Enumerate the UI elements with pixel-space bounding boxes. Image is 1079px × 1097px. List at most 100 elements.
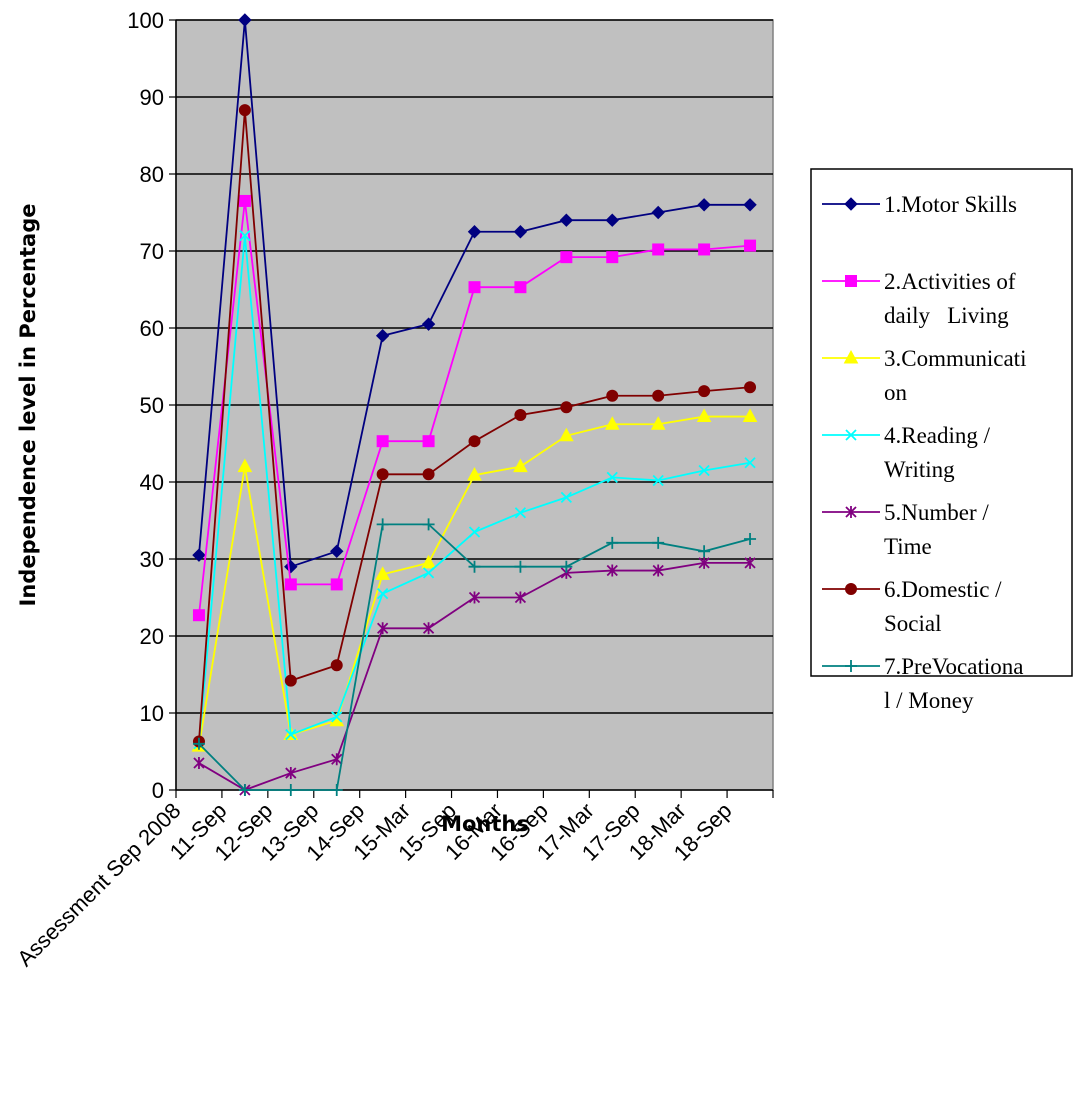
data-point xyxy=(514,591,527,604)
y-tick-label: 50 xyxy=(140,393,164,418)
data-point xyxy=(421,554,436,569)
data-point xyxy=(422,567,435,579)
data-point xyxy=(650,416,666,430)
data-point xyxy=(559,427,574,442)
data-point xyxy=(467,225,482,239)
y-axis-ticks: 0 10 20 30 40 50 60 70 80 90 100 xyxy=(127,8,176,803)
series-7 xyxy=(192,518,757,796)
data-point xyxy=(698,243,711,256)
legend-entry-7: 7.PreVocationa l / Money xyxy=(822,654,1023,713)
data-point xyxy=(606,471,618,484)
legend-entry-1: 1.Motor Skills xyxy=(822,192,1017,217)
legend-label: daily Living xyxy=(884,303,1009,328)
y-tick-label: 70 xyxy=(140,239,164,264)
data-point xyxy=(239,229,251,242)
data-point xyxy=(376,468,389,481)
data-point xyxy=(744,381,757,394)
legend-label: Writing xyxy=(884,457,955,482)
data-point xyxy=(422,622,435,635)
data-point xyxy=(192,548,206,562)
data-point xyxy=(698,464,710,477)
data-point xyxy=(652,243,665,256)
legend-label: 3.Communicati xyxy=(884,346,1026,371)
data-point xyxy=(422,468,435,481)
legend: 1.Motor Skills 2.Activities of daily Livin… xyxy=(810,168,1073,713)
data-point xyxy=(560,401,573,414)
data-point xyxy=(652,474,664,487)
data-point xyxy=(331,711,343,723)
y-tick-label: 30 xyxy=(140,547,164,572)
legend-entry-4: 4.Reading / Writing xyxy=(822,423,991,482)
data-point xyxy=(514,560,527,573)
legend-marker xyxy=(843,349,859,364)
data-point xyxy=(468,591,481,604)
data-point xyxy=(422,435,435,448)
data-point xyxy=(192,737,205,750)
data-point xyxy=(238,194,251,207)
data-point xyxy=(652,536,665,549)
x-axis-title: Months xyxy=(441,812,529,836)
data-point xyxy=(330,544,344,559)
series-3 xyxy=(191,408,758,752)
data-point xyxy=(606,389,619,402)
series-5 xyxy=(193,556,756,796)
data-point xyxy=(743,198,757,212)
legend-marker xyxy=(845,660,857,672)
legend-entry-2: 2.Activities of daily Living xyxy=(822,269,1016,328)
legend-entry-5: 5.Number / Time xyxy=(822,500,989,559)
legend-label: 7.PreVocationa xyxy=(884,654,1023,679)
data-point xyxy=(375,566,390,580)
data-point xyxy=(514,507,527,519)
data-point xyxy=(375,328,390,343)
data-point xyxy=(744,556,756,569)
series-6 xyxy=(192,104,757,748)
series-4 xyxy=(193,229,756,750)
data-point xyxy=(193,757,205,770)
y-tick-label: 40 xyxy=(140,470,164,495)
legend-entry-6: 6.Domestic / Social xyxy=(822,577,1002,636)
data-point xyxy=(698,556,710,569)
data-point xyxy=(744,532,757,545)
legend-label: Social xyxy=(884,611,942,636)
data-point xyxy=(376,435,389,448)
data-point xyxy=(697,198,711,212)
data-point xyxy=(284,674,297,687)
data-point xyxy=(330,578,343,591)
data-point xyxy=(330,659,343,672)
legend-label: on xyxy=(884,380,908,405)
data-point xyxy=(559,213,574,227)
data-point xyxy=(698,545,711,558)
data-point xyxy=(744,457,756,469)
data-point xyxy=(560,560,573,573)
legend-label: 1.Motor Skills xyxy=(884,192,1017,217)
legend-label: 4.Reading / xyxy=(884,423,991,448)
y-tick-label: 100 xyxy=(127,8,164,33)
legend-label: l / Money xyxy=(884,688,974,713)
data-point xyxy=(744,239,757,252)
y-tick-label: 60 xyxy=(140,316,164,341)
data-point xyxy=(468,435,481,448)
y-tick-label: 0 xyxy=(152,778,164,803)
legend-label: 5.Number / xyxy=(884,500,989,525)
legend-marker xyxy=(845,275,857,287)
data-point xyxy=(284,784,297,796)
data-point xyxy=(238,13,252,27)
data-point xyxy=(377,588,389,600)
legend-marker xyxy=(845,429,857,441)
legend-marker xyxy=(844,197,858,211)
data-point xyxy=(422,518,435,531)
data-point xyxy=(652,389,665,402)
y-tick-label: 80 xyxy=(140,162,164,187)
data-point xyxy=(468,281,481,294)
data-point xyxy=(376,518,389,531)
data-point xyxy=(514,281,527,294)
legend-marker xyxy=(845,583,857,595)
data-point xyxy=(513,458,528,473)
data-point xyxy=(237,458,253,473)
legend-items: 1.Motor Skills 2.Activities of daily Livin… xyxy=(822,192,1026,713)
x-axis-ticks: Assessment Sep 200811-Sep12-Sep13-Sep14-… xyxy=(12,790,774,971)
data-point xyxy=(331,753,343,766)
data-point xyxy=(606,536,619,549)
data-point xyxy=(284,578,297,591)
data-point xyxy=(421,317,436,331)
